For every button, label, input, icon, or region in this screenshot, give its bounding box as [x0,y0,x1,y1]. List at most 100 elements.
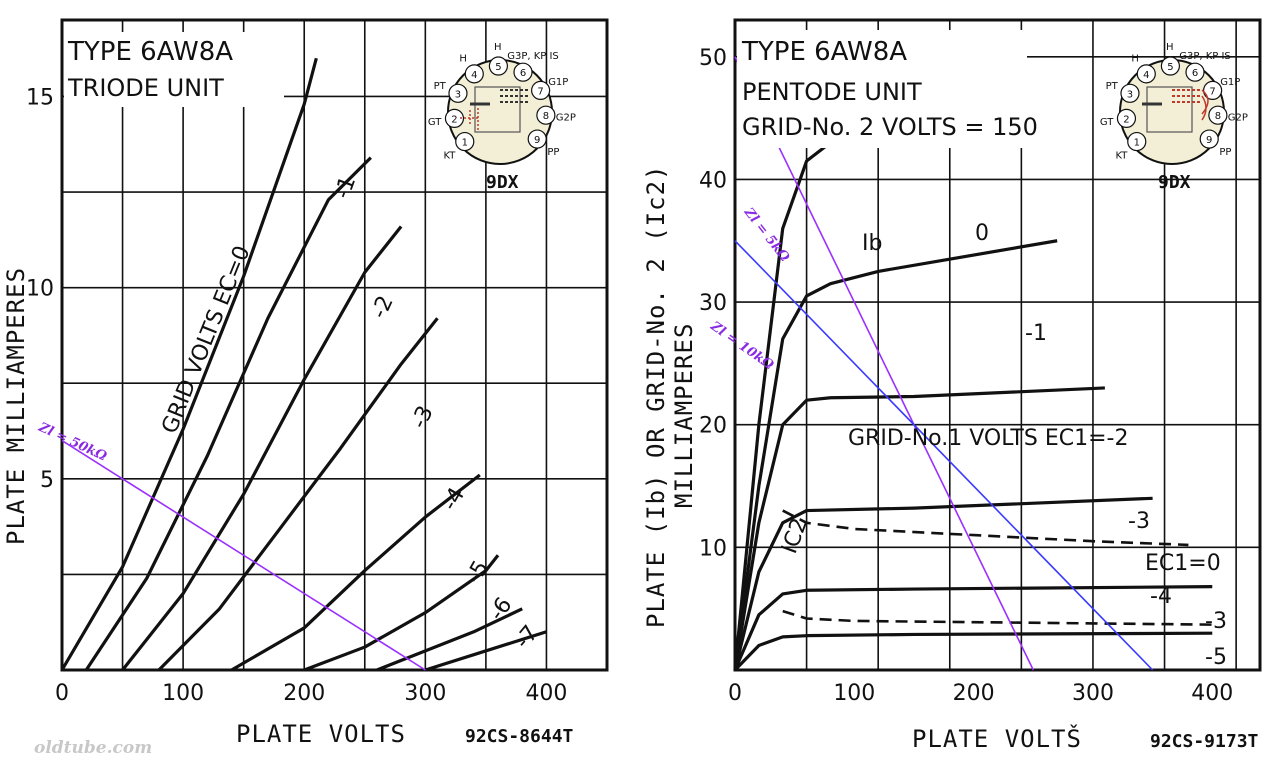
pin-number: 3 [1127,89,1133,100]
x-tick-label: 300 [404,681,446,706]
pin-number: 4 [471,70,477,81]
y-tick-label: 50 [699,46,727,71]
pin-circle [1136,64,1156,84]
pin-number: 9 [534,135,540,146]
y-tick-label: 30 [699,291,727,316]
curve-series [376,607,523,672]
pin-label: KT [443,150,456,161]
y-tick-label: 40 [699,168,727,193]
pin-number: 9 [1206,135,1212,146]
x-tick-label: 200 [953,681,995,706]
pin-circle [1160,56,1180,76]
pentode-curve-label: -3 [1128,509,1150,534]
pentode-curve-label: -4 [1150,584,1172,609]
pentode-y-axis-label: PLATE (Ib) OR GRID-No. 2 (Ic2) [642,165,670,628]
pentode-curve-label: -1 [1025,321,1047,346]
pentode-load-lines [734,56,1154,671]
pin-label: GT [428,117,442,128]
pin-number: 5 [1167,62,1173,73]
pin-label: PT [1106,81,1119,92]
y-tick-label: 15 [26,85,54,110]
pin-circle [1203,80,1223,101]
pin-number: 7 [537,86,543,97]
pentode-title: TYPE 6AW8A [741,37,907,67]
triode-title-box [64,32,284,107]
pin-circle [1199,129,1219,149]
curve-series [733,585,1213,671]
pin-label: PT [434,81,447,92]
pin-label: GT [1100,117,1114,128]
x-tick-label: 200 [283,681,325,706]
load-line [734,240,1154,671]
curve-series [60,57,318,671]
curve-series [424,630,547,672]
pin-number: 7 [1209,86,1215,97]
pin-circle [464,64,484,84]
y-tick-label: 20 [699,414,727,439]
x-tick-label: 400 [525,681,567,706]
pin-number: 6 [1192,68,1198,79]
pin-label: G3P, KP IS [507,51,559,62]
pin-number: 6 [520,68,526,79]
pin-circle [513,62,533,82]
pentode-figure-code: 92CS-9173T [1150,731,1259,752]
pin-number: 4 [1143,70,1149,81]
curve-series [733,386,1105,671]
pentode-x-axis-label: PLATE VOLTŠ [912,723,1082,753]
triode-title: TYPE 6AW8A [67,37,233,67]
x-tick-label: 0 [728,681,742,706]
pin-label: G3P, KP IS [1179,51,1231,62]
electrode-box [1146,86,1193,133]
x-tick-label: 100 [833,681,875,706]
watermark: oldtube.com [34,738,152,758]
triode-curves [60,57,547,672]
triode-y-axis-label: PLATE MILLIAMPERES [2,267,30,545]
triode-load-lines [61,439,426,671]
triode-y-ticks: 5 10 15 [26,85,54,492]
pin-number: 1 [1134,138,1140,149]
pentode-subtitle: PENTODE UNIT [742,78,922,106]
pin-label: PP [547,147,559,158]
curve-series [157,317,439,672]
x-tick-label: 400 [1191,681,1233,706]
x-tick-label: 0 [55,681,69,706]
curve-series [733,239,1058,671]
x-tick-label: 100 [162,681,204,706]
ec1-zero-label: EC1=0 [1145,551,1221,576]
pin-number: 5 [495,62,501,73]
pentode-y-axis-label2: MILLIAMPERES [670,323,698,508]
basing-code: 9DX [1158,172,1191,193]
pin-circle [444,108,465,129]
pin-label: H [1166,42,1174,53]
pin-circle [455,131,475,152]
pin-circle [527,129,547,149]
pin-number: 2 [1123,114,1129,125]
pin-circle [531,80,551,101]
pentode-family-label: GRID-No.1 VOLTS EC1=-2 [848,426,1128,451]
load-line [734,56,1035,671]
y-tick-label: 10 [699,536,727,561]
curve-series [84,156,372,671]
pentode-wiring [1201,89,1209,121]
pin-number: 8 [1215,111,1221,122]
triode-x-axis-label: PLATE VOLTS [236,720,406,748]
curve-series [303,554,500,672]
pentode-y-ticks: 10 20 30 40 50 [699,46,727,562]
pin-label: G1P [548,77,568,88]
pin-circle [1120,83,1140,103]
pin-label: H [494,42,502,53]
pentode-curve-label: -3 [1205,609,1227,634]
curve-series [121,225,403,671]
pin-label: G1P [1220,77,1240,88]
pin-circle [1127,131,1147,152]
pin-label: G2P [1228,113,1248,124]
triode-grid-wiring [460,108,479,130]
ib-label: Ib [862,231,882,256]
pin-number: 2 [451,114,457,125]
pin-circle [1185,62,1205,82]
